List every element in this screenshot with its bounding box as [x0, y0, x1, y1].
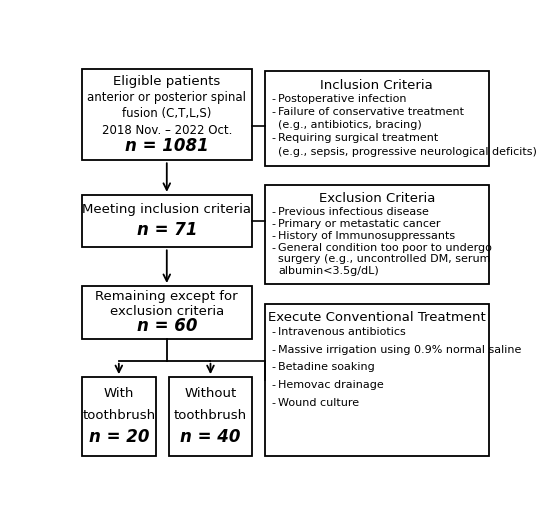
Text: surgery (e.g., uncontrolled DM, serum: surgery (e.g., uncontrolled DM, serum: [278, 255, 491, 265]
Bar: [81, 69, 252, 160]
Text: Exclusion Criteria: Exclusion Criteria: [318, 192, 435, 205]
Text: Hemovac drainage: Hemovac drainage: [278, 380, 384, 390]
Text: toothbrush: toothbrush: [82, 409, 156, 422]
Text: -: -: [271, 398, 275, 408]
Text: Betadine soaking: Betadine soaking: [278, 362, 375, 372]
Text: Inclusion Criteria: Inclusion Criteria: [320, 78, 433, 92]
Text: (e.g., sepsis, progressive neurological deficits): (e.g., sepsis, progressive neurological …: [278, 147, 537, 157]
Text: n = 71: n = 71: [136, 221, 197, 239]
Bar: [265, 71, 488, 166]
Text: n = 1081: n = 1081: [125, 137, 208, 156]
Text: Meeting inclusion criteria: Meeting inclusion criteria: [82, 204, 251, 216]
Text: Remaining except for: Remaining except for: [96, 290, 238, 304]
Bar: [169, 377, 252, 456]
Text: n = 60: n = 60: [136, 317, 197, 335]
Text: Execute Conventional Treatment: Execute Conventional Treatment: [268, 311, 486, 325]
Text: -: -: [271, 345, 275, 355]
Text: -: -: [271, 362, 275, 372]
Text: General condition too poor to undergo: General condition too poor to undergo: [278, 242, 492, 252]
Text: Wound culture: Wound culture: [278, 398, 360, 408]
Text: fusion (C,T,L,S): fusion (C,T,L,S): [122, 107, 212, 120]
Text: Massive irrigation using 0.9% normal saline: Massive irrigation using 0.9% normal sal…: [278, 345, 522, 355]
Text: -: -: [271, 94, 275, 104]
Bar: [265, 185, 488, 284]
Text: albumin<3.5g/dL): albumin<3.5g/dL): [278, 266, 379, 276]
Bar: [81, 286, 252, 339]
Text: Postoperative infection: Postoperative infection: [278, 94, 407, 104]
Bar: [81, 195, 252, 247]
Text: 2018 Nov. – 2022 Oct.: 2018 Nov. – 2022 Oct.: [102, 124, 232, 137]
Bar: [81, 377, 156, 456]
Text: Intravenous antibiotics: Intravenous antibiotics: [278, 327, 406, 337]
Text: -: -: [271, 327, 275, 337]
Text: -: -: [271, 134, 275, 144]
Text: Primary or metastatic cancer: Primary or metastatic cancer: [278, 219, 441, 229]
Text: n = 40: n = 40: [180, 428, 241, 447]
Text: -: -: [271, 219, 275, 229]
Text: -: -: [271, 231, 275, 241]
Text: n = 20: n = 20: [89, 428, 149, 447]
Text: exclusion criteria: exclusion criteria: [109, 305, 224, 318]
Text: -: -: [271, 107, 275, 117]
Text: Eligible patients: Eligible patients: [113, 75, 221, 88]
Text: With: With: [103, 387, 134, 400]
Text: History of Immunosuppressants: History of Immunosuppressants: [278, 231, 455, 241]
Bar: [265, 304, 488, 456]
Text: Failure of conservative treatment: Failure of conservative treatment: [278, 107, 464, 117]
Text: Without: Without: [184, 387, 236, 400]
Text: Previous infectious disease: Previous infectious disease: [278, 207, 430, 217]
Text: -: -: [271, 380, 275, 390]
Text: (e.g., antibiotics, bracing): (e.g., antibiotics, bracing): [278, 120, 422, 130]
Text: anterior or posterior spinal: anterior or posterior spinal: [87, 91, 246, 104]
Text: -: -: [271, 242, 275, 252]
Text: toothbrush: toothbrush: [174, 409, 247, 422]
Text: -: -: [271, 207, 275, 217]
Text: Requiring surgical treatment: Requiring surgical treatment: [278, 134, 439, 144]
